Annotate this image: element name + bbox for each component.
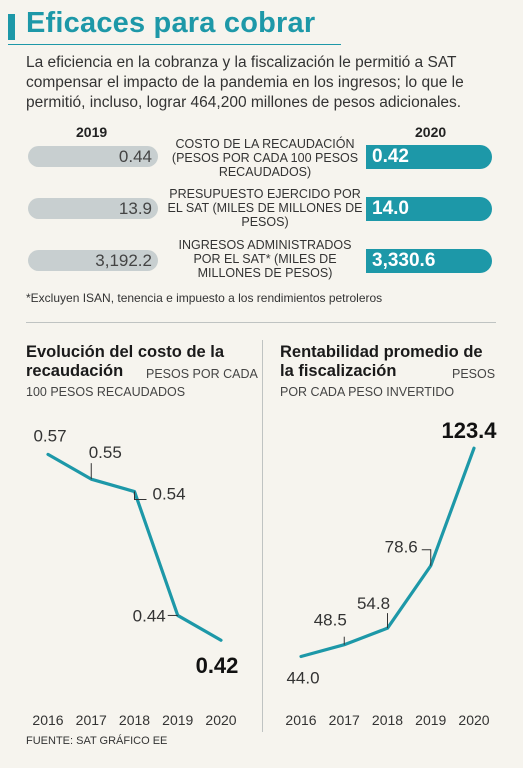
x-tick-2020: 2020 — [458, 712, 489, 725]
data-label-2017: 0.55 — [89, 443, 122, 462]
chart2-unit: PESOS POR CADA PESO INVERTIDO — [280, 367, 496, 399]
x-tick-2016: 2016 — [32, 712, 63, 725]
data-label-2016: 44.0 — [286, 669, 319, 688]
leader-line-2019 — [421, 549, 432, 566]
chart2-svg: 44.0 48.5 54.8 78.6 123.4 2016 2017 2018 2019 202… — [285, 418, 497, 725]
source-note: FUENTE: SAT GRÁFICO EE — [26, 735, 168, 747]
row1-2019-value: 0.44 — [28, 146, 158, 167]
chart2-title: Rentabilidad promedio de la fiscalizació… — [280, 343, 483, 380]
x-tick-2017: 2017 — [329, 712, 360, 725]
x-tick-2018: 2018 — [119, 712, 150, 725]
row2-2019-value: 13.9 — [28, 198, 158, 219]
data-label-2020: 0.42 — [196, 653, 239, 678]
x-tick-2018: 2018 — [372, 712, 403, 725]
chart1-unit: PESOS POR CADA 100 PESOS RECAUDADOS — [26, 367, 258, 399]
chart1-svg: 0.57 0.55 0.54 0.44 0.42 2016 2017 2018 2019 2020 — [32, 426, 239, 725]
charts-divider — [262, 340, 263, 732]
row3-2020-value: 3,330.6 — [366, 249, 492, 273]
row3-2019-value: 3,192.2 — [28, 250, 158, 271]
data-label-2018: 0.54 — [153, 485, 186, 504]
row2-label: PRESUPUESTO EJERCIDO POR EL SAT (MILES D… — [167, 187, 363, 229]
intro-paragraph: La eficiencia en la cobranza y la fiscal… — [26, 54, 464, 111]
data-label-2019: 78.6 — [385, 538, 418, 557]
chart1-title: Evolución del costo de la recaudación — [26, 343, 225, 380]
x-tick-2019: 2019 — [415, 712, 446, 725]
footnote: *Excluyen ISAN, tenencia e impuesto a lo… — [26, 291, 383, 305]
data-label-2017: 48.5 — [314, 611, 347, 630]
title-accent-bar — [8, 14, 15, 40]
row3-label: INGRESOS ADMINISTRADOS POR EL SAT* (MILE… — [178, 238, 352, 280]
year-2019-header: 2019 — [76, 124, 108, 140]
x-tick-2017: 2017 — [76, 712, 107, 725]
x-tick-2019: 2019 — [162, 712, 193, 725]
data-label-2020: 123.4 — [441, 418, 497, 443]
section-divider — [26, 322, 496, 323]
data-label-2019: 0.44 — [133, 606, 166, 625]
page-title: Eficaces para cobrar — [26, 7, 316, 39]
x-tick-2016: 2016 — [285, 712, 316, 725]
series-line — [46, 452, 223, 642]
title-underline — [8, 44, 341, 45]
year-2020-header: 2020 — [415, 124, 447, 140]
leader-line-2018 — [134, 491, 147, 501]
row2-2020-value: 14.0 — [366, 197, 492, 221]
data-label-2018: 54.8 — [357, 594, 390, 613]
row1-label: COSTO DE LA RECAUDACIÓN (PESOS POR CADA … — [171, 137, 359, 179]
data-label-2016: 0.57 — [33, 426, 66, 445]
row1-2020-value: 0.42 — [366, 145, 492, 169]
x-tick-2020: 2020 — [205, 712, 236, 725]
